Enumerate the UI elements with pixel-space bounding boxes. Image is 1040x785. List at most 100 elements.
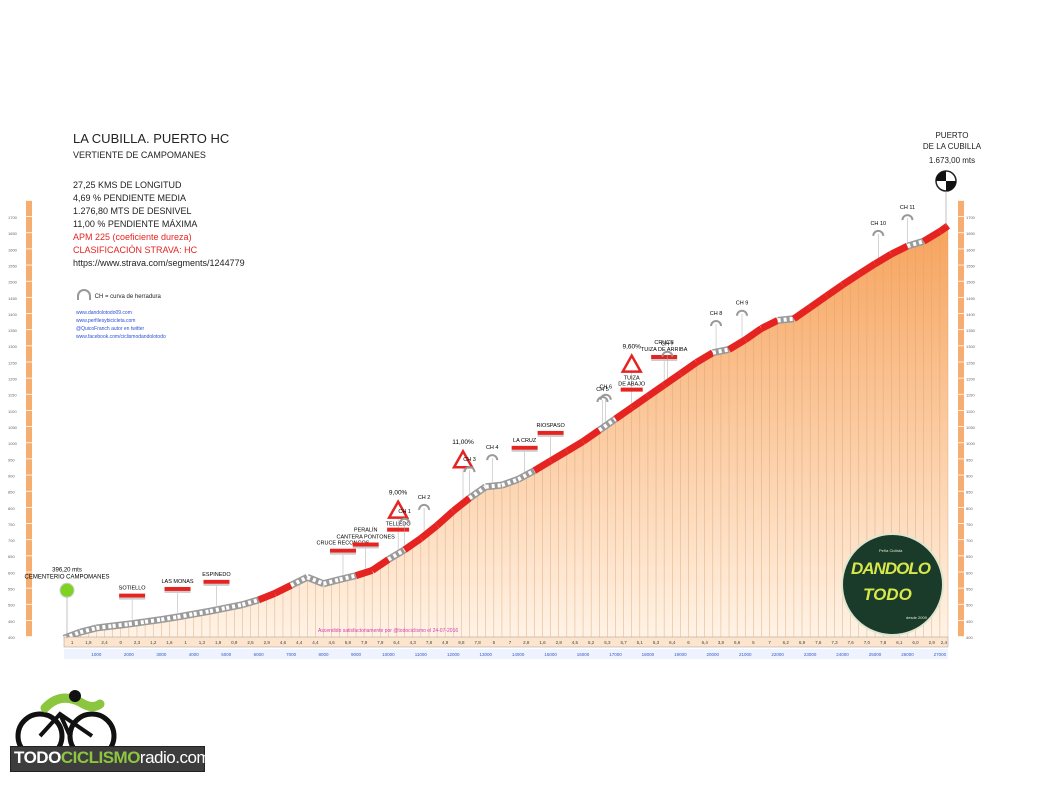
horseshoe-label: CH 11	[900, 205, 915, 211]
gradient-label: 11,00%	[452, 439, 474, 446]
segment-gradient-label: 1,9	[85, 640, 92, 645]
summit-flag-icon-fill	[936, 171, 956, 191]
link-item[interactable]: www.perfilesybicicleta.com	[76, 318, 136, 324]
y-axis-band	[958, 443, 964, 459]
x-tick-label: 26000	[901, 652, 914, 657]
profile-segment-dash	[79, 626, 97, 635]
y-axis-band	[958, 233, 964, 249]
y-axis-band	[26, 604, 32, 621]
segment-gradient-label: 7,6	[848, 640, 855, 645]
horseshoe-icon	[486, 454, 499, 461]
segment-gradient-label: 2,3	[134, 640, 141, 645]
profile-segment	[808, 293, 829, 311]
x-tick-label: 7000	[286, 652, 297, 657]
summit-line2: DE LA CUBILLA	[922, 142, 982, 151]
x-tick-label: 14000	[512, 652, 525, 657]
segment-gradient-label: 6,1	[896, 640, 903, 645]
y-axis-band	[26, 410, 32, 427]
place-sign-icon	[203, 579, 230, 584]
link-item[interactable]: www.facebook.com/ciclismodandolotodo	[76, 334, 166, 340]
y-axis-band	[26, 281, 32, 297]
y-axis-band	[26, 540, 32, 556]
x-tick-label: 21000	[739, 652, 752, 657]
x-tick-label: 12000	[447, 652, 460, 657]
ch-legend: CH = curva de herradura	[77, 289, 161, 300]
profile-segment	[613, 404, 634, 422]
horseshoe-icon	[463, 466, 476, 473]
y-tick-label: 550	[8, 587, 15, 592]
segment-gradient-label: 5,7	[620, 640, 627, 645]
y-axis-band	[26, 507, 32, 524]
link-item[interactable]: @QuicoFranch autor en twitter	[76, 326, 145, 332]
segment-gradient-label: 6,6	[734, 640, 741, 645]
gradient-warning-icon	[386, 499, 410, 519]
y-tick-label: 1650	[966, 231, 976, 236]
y-tick-label: 700	[966, 538, 973, 543]
y-axis-band	[26, 556, 32, 572]
place-label: TUIZA	[624, 376, 640, 382]
segment-gradient-label: 6	[687, 640, 690, 645]
horseshoe-icon	[418, 503, 431, 511]
y-tick-label: 1250	[966, 360, 976, 365]
y-tick-label: 450	[8, 619, 15, 624]
segment-gradient-label: 6,9	[799, 640, 806, 645]
segment-gradient-label: 2,5	[247, 640, 254, 645]
segment-gradient-label: 7,9	[377, 640, 384, 645]
y-axis-band	[26, 491, 32, 507]
y-tick-label: 400	[8, 635, 15, 640]
segment-gradient-label: 4,5	[572, 640, 579, 645]
gradient-label: 9,00%	[389, 490, 408, 497]
y-tick-label: 750	[966, 522, 973, 527]
segment-gradient-label: 2,4	[101, 640, 108, 645]
y-tick-label: 1200	[8, 377, 18, 382]
segment-gradient-label: 4,3	[410, 640, 417, 645]
horseshoe-label: CH 10	[870, 221, 886, 227]
segment-gradient-label: 1,3	[199, 640, 206, 645]
x-tick-label: 19000	[674, 652, 687, 657]
place-sign-base	[119, 597, 146, 600]
segment-gradient-label: 5	[493, 640, 496, 645]
place-sign-icon	[537, 430, 564, 435]
profile-segment	[548, 448, 569, 464]
place-label: ESPINEDO	[202, 572, 231, 578]
strava-link[interactable]: https://www.strava.com/segments/1244779	[73, 258, 245, 268]
profile-segment	[678, 359, 699, 377]
summit-label: PUERTO DE LA CUBILLA 1.673,00 mts	[922, 130, 982, 166]
segment-gradient-label: 4,4	[296, 640, 303, 645]
profile-segment	[645, 382, 667, 400]
place-label: DE ABAJO	[618, 382, 646, 388]
link-item[interactable]: www.dandolotodo09.com	[76, 310, 132, 316]
y-axis-band	[958, 217, 964, 233]
place-label: SOTIELLO	[119, 586, 147, 592]
stat-avg-gradient: 4,69 % PENDIENTE MEDIA	[73, 193, 187, 203]
x-tick-label: 6000	[254, 652, 265, 657]
y-axis-band	[958, 540, 964, 556]
y-tick-label: 1400	[8, 312, 18, 317]
profile-segment-dash	[193, 609, 211, 617]
segment-gradient-label: 6,4	[393, 640, 400, 645]
y-tick-label: 1000	[8, 441, 18, 446]
brand-name: TODOCICLISMOradio.com	[14, 748, 211, 768]
y-axis-band	[958, 313, 964, 330]
place-sign-icon	[119, 593, 146, 598]
elevation-area	[64, 225, 948, 639]
y-tick-label: 1500	[8, 280, 18, 285]
profile-segment	[532, 457, 553, 474]
horseshoe-label: CH 7	[661, 342, 674, 348]
x-tick-label: 5000	[221, 652, 232, 657]
horseshoe-icon	[736, 309, 749, 316]
place-sign-icon	[511, 445, 538, 450]
segment-gradient-label: 7,0	[864, 640, 871, 645]
segment-gradient-label: 7,6	[815, 640, 822, 645]
profile-segment-dash	[906, 239, 925, 248]
segment-gradient-label: 4,9	[442, 640, 449, 645]
profile-segment	[581, 427, 602, 445]
profile-segment-dash	[306, 575, 325, 586]
y-axis-band	[958, 620, 964, 637]
summit-altitude: 1.673,00 mts	[928, 156, 976, 165]
y-axis-band	[26, 427, 32, 443]
profile-segment	[937, 222, 951, 235]
place-sign-icon	[651, 355, 678, 359]
horseshoe-icon	[599, 393, 612, 400]
